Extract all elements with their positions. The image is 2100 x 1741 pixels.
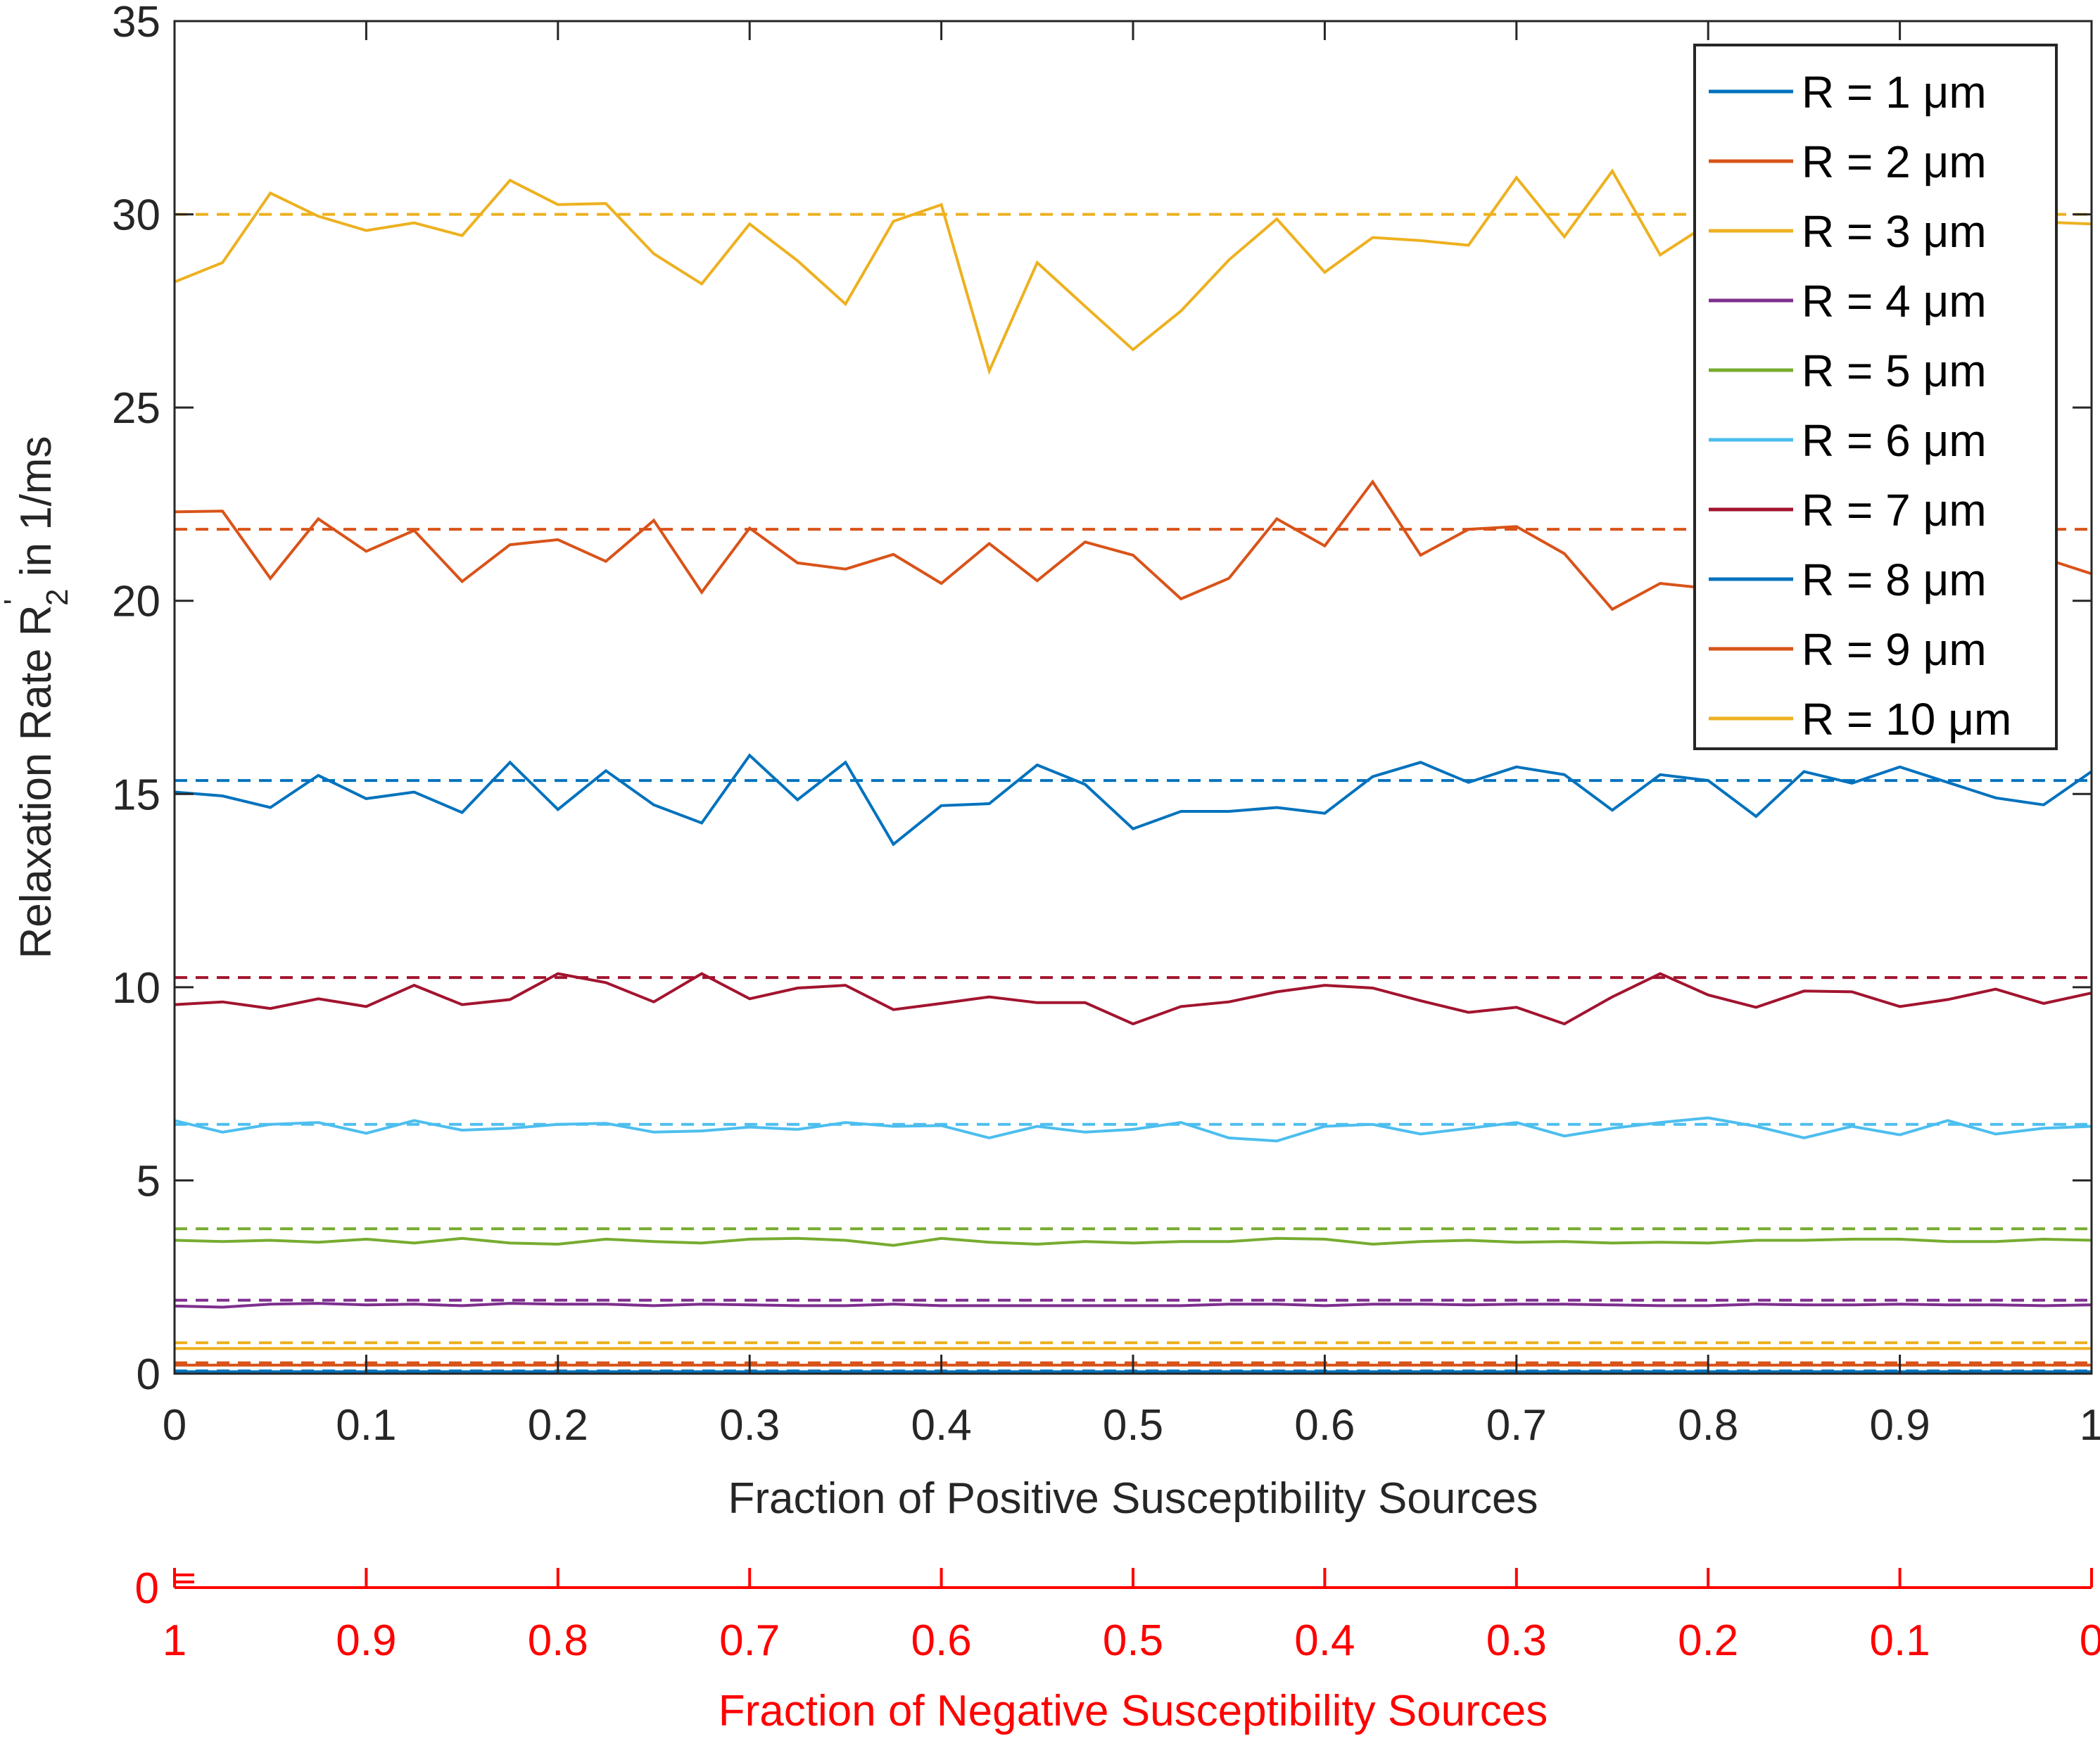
y-axis-title-prime: ' bbox=[0, 599, 32, 604]
secondary-x-tick-label: 1 bbox=[163, 1616, 186, 1665]
series-7-line bbox=[174, 972, 2092, 1026]
x-tick-label: 0.3 bbox=[719, 1401, 780, 1450]
legend: R = 1 μm R = 2 μm R = 3 μm R = 4 μm R = 5 μm… bbox=[1693, 44, 2058, 750]
legend-label: R = 3 μm bbox=[1802, 206, 1987, 257]
series-4-line bbox=[174, 1302, 2092, 1309]
x-tick-label: 0.8 bbox=[1678, 1401, 1738, 1450]
legend-label: R = 9 μm bbox=[1802, 624, 1987, 675]
x-tick-label: 0.9 bbox=[1869, 1401, 1930, 1450]
x-tick-label: 0.6 bbox=[1294, 1401, 1355, 1450]
legend-label: R = 1 μm bbox=[1802, 67, 1987, 118]
x-axis: 0 0.1 0.2 0.3 0.4 0.5 0.6 0.7 0.8 0.9 1 bbox=[163, 21, 2100, 1450]
secondary-x-tick-label: 0.5 bbox=[1103, 1616, 1163, 1665]
y-tick-label: 10 bbox=[112, 964, 160, 1013]
y-axis-title: Relaxation Rate R' 2 in 1/ms bbox=[0, 436, 75, 958]
secondary-x-tick-label: 0.1 bbox=[1869, 1616, 1930, 1665]
y-tick-label: 15 bbox=[112, 771, 160, 819]
legend-label: R = 8 μm bbox=[1802, 555, 1987, 605]
x-tick-label: 0.4 bbox=[911, 1401, 971, 1450]
secondary-x-tick-label: 0.7 bbox=[719, 1616, 780, 1665]
x-tick-label: 1 bbox=[2080, 1401, 2100, 1450]
y-axis: 0 5 10 15 20 25 30 35 bbox=[112, 0, 2092, 1399]
y-axis-title-main: Relaxation Rate R bbox=[12, 604, 61, 958]
legend-label: R = 10 μm bbox=[1802, 694, 2011, 745]
secondary-x-ticks: 1 0.9 0.8 0.7 0.6 0.5 0.4 0.3 0.2 0.1 0 bbox=[163, 1568, 2100, 1665]
y-tick-label: 0 bbox=[137, 1350, 160, 1399]
legend-label: R = 6 μm bbox=[1802, 415, 1987, 466]
secondary-y-tick-label: 0 bbox=[135, 1564, 159, 1613]
series-8-line bbox=[174, 753, 2093, 847]
secondary-x-tick-label: 0.3 bbox=[1486, 1616, 1547, 1665]
y-tick-label: 20 bbox=[112, 578, 160, 626]
series-6-line bbox=[174, 1116, 2092, 1143]
legend-label: R = 7 μm bbox=[1802, 485, 1987, 536]
secondary-x-tick-label: 0.6 bbox=[911, 1616, 971, 1665]
x-tick-label: 0.2 bbox=[528, 1401, 588, 1450]
y-tick-label: 30 bbox=[112, 191, 160, 240]
secondary-x-axis: 0 1 0.9 0.8 0.7 0.6 0.5 0.4 0.3 0.2 0.1 0 Fraction… bbox=[135, 1564, 2100, 1735]
secondary-x-tick-label: 0.8 bbox=[528, 1616, 588, 1665]
y-tick-label: 5 bbox=[137, 1157, 160, 1205]
y-tick-label: 35 bbox=[112, 0, 160, 46]
y-axis-title-subscript: 2 bbox=[40, 589, 75, 606]
secondary-x-tick-label: 0.4 bbox=[1294, 1616, 1355, 1665]
x-axis-title: Fraction of Positive Susceptibility Sour… bbox=[728, 1474, 1538, 1523]
legend-label: R = 4 μm bbox=[1802, 276, 1987, 327]
x-tick-label: 0.5 bbox=[1103, 1401, 1163, 1450]
svg-text:Relaxation Rate R'2 in 1/ms: Relaxation Rate R' 2 in 1/ms bbox=[0, 436, 75, 958]
legend-label: R = 2 μm bbox=[1802, 137, 1987, 187]
y-tick-label: 25 bbox=[112, 384, 160, 433]
x-tick-label: 0.1 bbox=[336, 1401, 396, 1450]
series-5-line bbox=[174, 1236, 2092, 1247]
y-axis-title-unit: in 1/ms bbox=[12, 436, 61, 588]
secondary-x-tick-label: 0 bbox=[2080, 1616, 2100, 1665]
legend-label: R = 5 μm bbox=[1802, 346, 1987, 396]
x-tick-label: 0 bbox=[163, 1401, 186, 1450]
secondary-x-tick-label: 0.9 bbox=[336, 1616, 396, 1665]
x-tick-label: 0.7 bbox=[1486, 1401, 1547, 1450]
secondary-x-axis-title: Fraction of Negative Susceptibility Sour… bbox=[719, 1687, 1548, 1735]
secondary-x-tick-label: 0.2 bbox=[1678, 1616, 1738, 1665]
